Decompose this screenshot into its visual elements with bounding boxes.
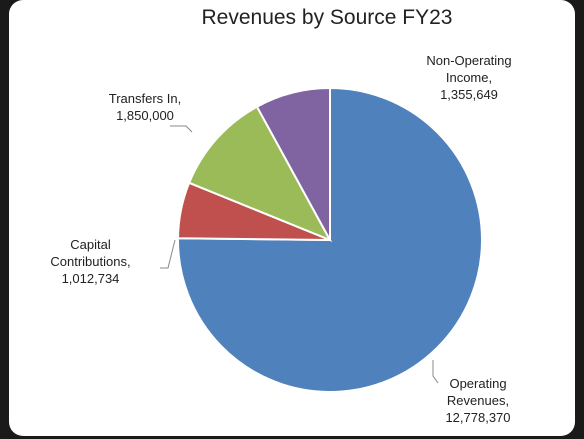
category-name: Capital Contributions [50,237,127,269]
value-label: 12,778,370 [445,410,511,425]
leader-line [160,239,176,269]
data-label: Transfers In, 1,850,000 [80,90,210,124]
data-label: Non-Operating Income, 1,355,649 [410,52,528,103]
data-label: Operating Revenues, 12,778,370 [428,375,528,426]
pie-slice [177,86,483,393]
category-name: Transfers In [108,91,178,106]
label-separator: , [488,70,493,85]
label-separator: , [126,254,131,269]
label-separator: , [177,91,182,106]
label-separator: , [505,393,510,408]
chart-title: Revenues by Source FY23 [201,6,453,29]
value-label: 1,850,000 [116,108,174,123]
leader-line [170,125,193,133]
data-label: Capital Contributions, 1,012,734 [38,236,143,287]
pie-slice [187,105,333,242]
pie-slice [255,86,331,241]
value-label: 1,012,734 [61,271,120,286]
category-name: Operating Revenues [446,376,507,408]
category-name: Non-Operating Income [426,53,512,85]
leader-line [432,360,439,384]
value-label: 1,355,649 [440,87,498,102]
